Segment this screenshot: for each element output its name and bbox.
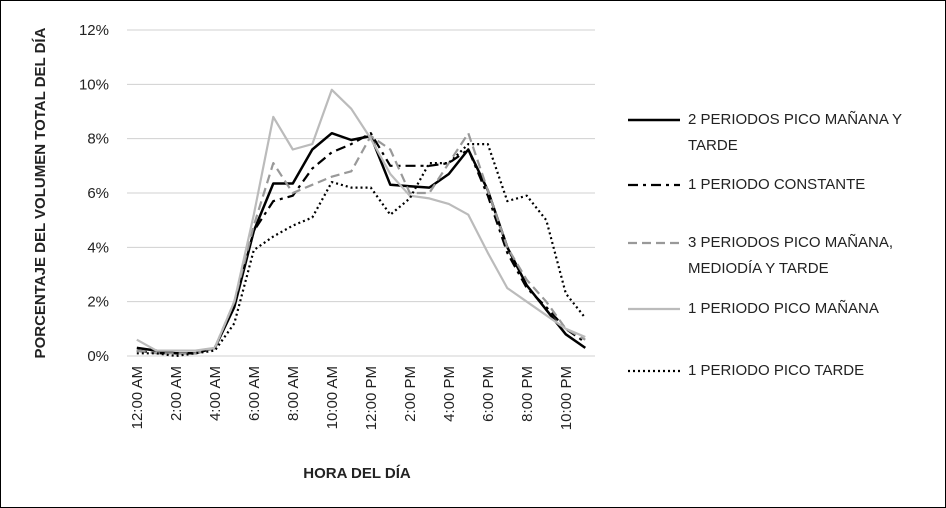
x-tick-label: 12:00 PM xyxy=(363,366,380,430)
series-line xyxy=(136,88,586,352)
x-tick-label: 10:00 AM xyxy=(324,366,341,429)
y-tick-label: 2% xyxy=(87,294,109,311)
x-tick-label: 4:00 PM xyxy=(441,366,458,422)
x-tick-label: 6:00 AM xyxy=(246,366,263,421)
legend-label: 3 PERIODOS PICO MAÑANA, MEDIODÍA Y TARDE xyxy=(688,234,894,277)
y-tick-label: 0% xyxy=(87,348,109,365)
legend-label: 1 PERIODO PICO TARDE xyxy=(688,362,865,379)
series-line xyxy=(136,132,586,355)
series-line xyxy=(136,143,587,358)
y-tick-label: 10% xyxy=(79,76,109,93)
y-tick-label: 12% xyxy=(79,22,109,39)
x-tick-label: 8:00 PM xyxy=(519,366,536,422)
legend-label: 1 PERIODO CONSTANTE xyxy=(688,176,866,193)
x-tick-label: 12:00 AM xyxy=(129,366,146,429)
x-tick-label: 2:00 PM xyxy=(402,366,419,422)
x-tick-label: 4:00 AM xyxy=(207,366,224,421)
x-tick-label: 2:00 AM xyxy=(168,366,185,421)
y-axis-title: PORCENTAJE DEL VOLUMEN TOTAL DEL DÍA xyxy=(32,27,49,358)
series-line xyxy=(136,131,587,355)
legend-label: 2 PERIODOS PICO MAÑANA Y TARDE xyxy=(688,111,902,154)
y-tick-label: 8% xyxy=(87,131,109,148)
legend-label: 1 PERIODO PICO MAÑANA xyxy=(688,300,879,317)
series-line xyxy=(136,132,586,355)
x-tick-label: 6:00 PM xyxy=(480,366,497,422)
y-tick-label: 4% xyxy=(87,239,109,256)
x-tick-label: 10:00 PM xyxy=(558,366,575,430)
x-axis-title: HORA DEL DÍA xyxy=(303,465,411,482)
x-tick-label: 8:00 AM xyxy=(285,366,302,421)
y-tick-label: 6% xyxy=(87,185,109,202)
